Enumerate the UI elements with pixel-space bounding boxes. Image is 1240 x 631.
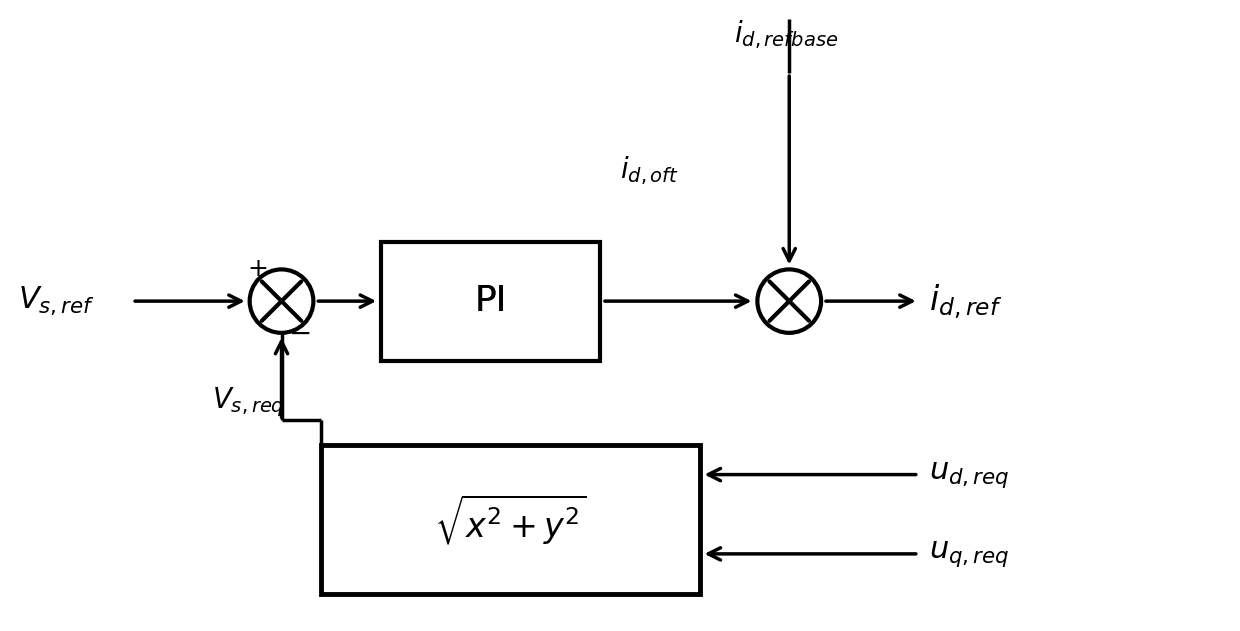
Text: $V_{s,req}$: $V_{s,req}$ xyxy=(212,386,284,419)
Bar xyxy=(321,445,699,594)
Text: PI: PI xyxy=(475,284,507,318)
Text: $+$: $+$ xyxy=(247,257,267,281)
Text: PI: PI xyxy=(475,284,507,318)
Bar xyxy=(381,242,600,360)
Text: $u_{d,req}$: $u_{d,req}$ xyxy=(929,459,1009,490)
Text: $\sqrt{x^2+y^2}$: $\sqrt{x^2+y^2}$ xyxy=(434,492,587,546)
Text: $i_{d,refbase}$: $i_{d,refbase}$ xyxy=(734,19,838,51)
Text: $u_{q,req}$: $u_{q,req}$ xyxy=(929,539,1009,569)
Text: $-$: $-$ xyxy=(288,319,311,347)
Text: $V_{s,ref}$: $V_{s,ref}$ xyxy=(17,285,94,317)
Text: $i_{d,oft}$: $i_{d,oft}$ xyxy=(620,155,680,187)
Text: $i_{d,ref}$: $i_{d,ref}$ xyxy=(929,281,1002,321)
